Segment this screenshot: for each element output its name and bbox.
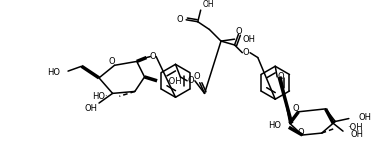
Text: HO: HO — [47, 68, 60, 77]
Text: O: O — [176, 15, 183, 24]
Text: ·OH: ·OH — [347, 123, 363, 132]
Text: OH: OH — [359, 113, 372, 122]
Text: O: O — [243, 48, 249, 57]
Text: O: O — [108, 57, 115, 66]
Text: OH: OH — [242, 35, 255, 44]
Text: HO: HO — [268, 121, 281, 130]
Text: HO·: HO· — [92, 92, 108, 101]
Text: ·OH: ·OH — [166, 77, 181, 86]
Text: O: O — [194, 72, 200, 81]
Text: OH: OH — [202, 0, 214, 9]
Text: O: O — [235, 27, 242, 36]
Text: O: O — [297, 128, 304, 137]
Text: O: O — [150, 52, 157, 61]
Text: O: O — [278, 72, 284, 81]
Text: O: O — [188, 76, 194, 85]
Text: OH: OH — [85, 104, 98, 113]
Text: O: O — [292, 104, 299, 113]
Text: OH: OH — [351, 129, 364, 139]
